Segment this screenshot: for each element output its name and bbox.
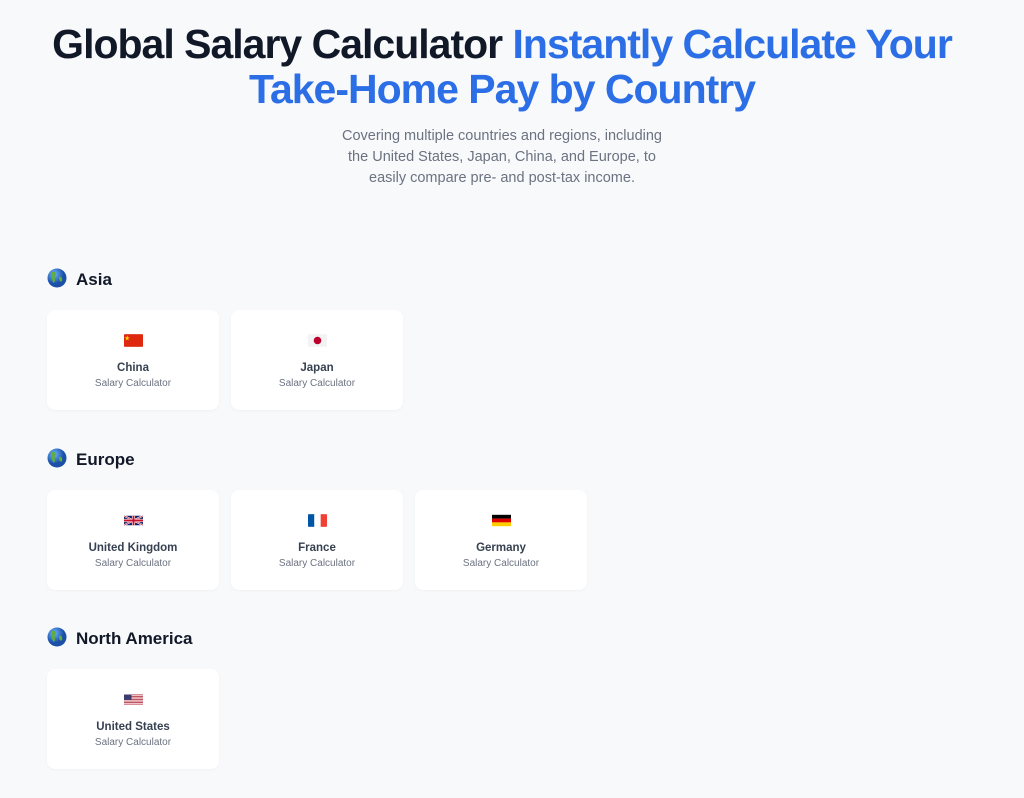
country-card-us[interactable]: United States Salary Calculator	[47, 669, 219, 769]
region-title: Asia	[76, 270, 112, 289]
globe-europe-icon	[47, 448, 67, 473]
country-card-fr[interactable]: France Salary Calculator	[231, 490, 403, 590]
country-card-cn[interactable]: China Salary Calculator	[47, 310, 219, 410]
region-heading: Europe	[47, 448, 587, 472]
country-card-label: Salary Calculator	[462, 558, 540, 569]
country-name: United States	[96, 721, 170, 733]
country-card-label: Salary Calculator	[278, 378, 356, 389]
region-heading: North America	[47, 627, 219, 651]
globe-asia-icon	[47, 268, 67, 293]
country-name: United Kingdom	[88, 542, 178, 554]
country-card-de[interactable]: Germany Salary Calculator	[415, 490, 587, 590]
country-card-gb[interactable]: United Kingdom Salary Calculator	[47, 490, 219, 590]
country-name: China	[117, 362, 149, 374]
region-title: North America	[76, 629, 193, 648]
country-card-list: United Kingdom Salary Calculator France Sal…	[47, 490, 587, 590]
region-heading: Asia	[47, 268, 403, 292]
country-card-label: Salary Calculator	[94, 737, 172, 748]
region-section: Europe United Kingdom Salary Calculator Fra…	[47, 448, 587, 590]
flag-fr-icon	[307, 514, 327, 527]
flag-us-icon	[123, 693, 143, 706]
hero: Global Salary Calculator Instantly Calcu…	[0, 22, 1004, 189]
country-card-label: Salary Calculator	[278, 558, 356, 569]
page-title: Global Salary Calculator Instantly Calcu…	[52, 21, 953, 112]
country-name: Germany	[476, 542, 526, 554]
country-card-list: China Salary Calculator Japan Salary Calcul…	[47, 310, 403, 410]
flag-de-icon	[491, 514, 511, 527]
country-name: Japan	[300, 362, 334, 374]
region-title: Europe	[76, 450, 135, 469]
region-section: Asia China Salary Calculator Japan Salary Ca…	[47, 268, 403, 410]
country-card-label: Salary Calculator	[94, 558, 172, 569]
country-card-list: United States Salary Calculator	[47, 669, 219, 769]
flag-gb-icon	[123, 514, 143, 527]
flag-cn-icon	[123, 334, 143, 347]
country-card-label: Salary Calculator	[94, 378, 172, 389]
region-section: North America United States Salary Calcula…	[47, 627, 219, 769]
flag-jp-icon	[307, 334, 327, 347]
country-name: France	[298, 542, 336, 554]
globe-americas-icon	[47, 627, 67, 652]
country-card-jp[interactable]: Japan Salary Calculator	[231, 310, 403, 410]
page-subtitle: Covering multiple countries and regions,…	[342, 128, 662, 186]
